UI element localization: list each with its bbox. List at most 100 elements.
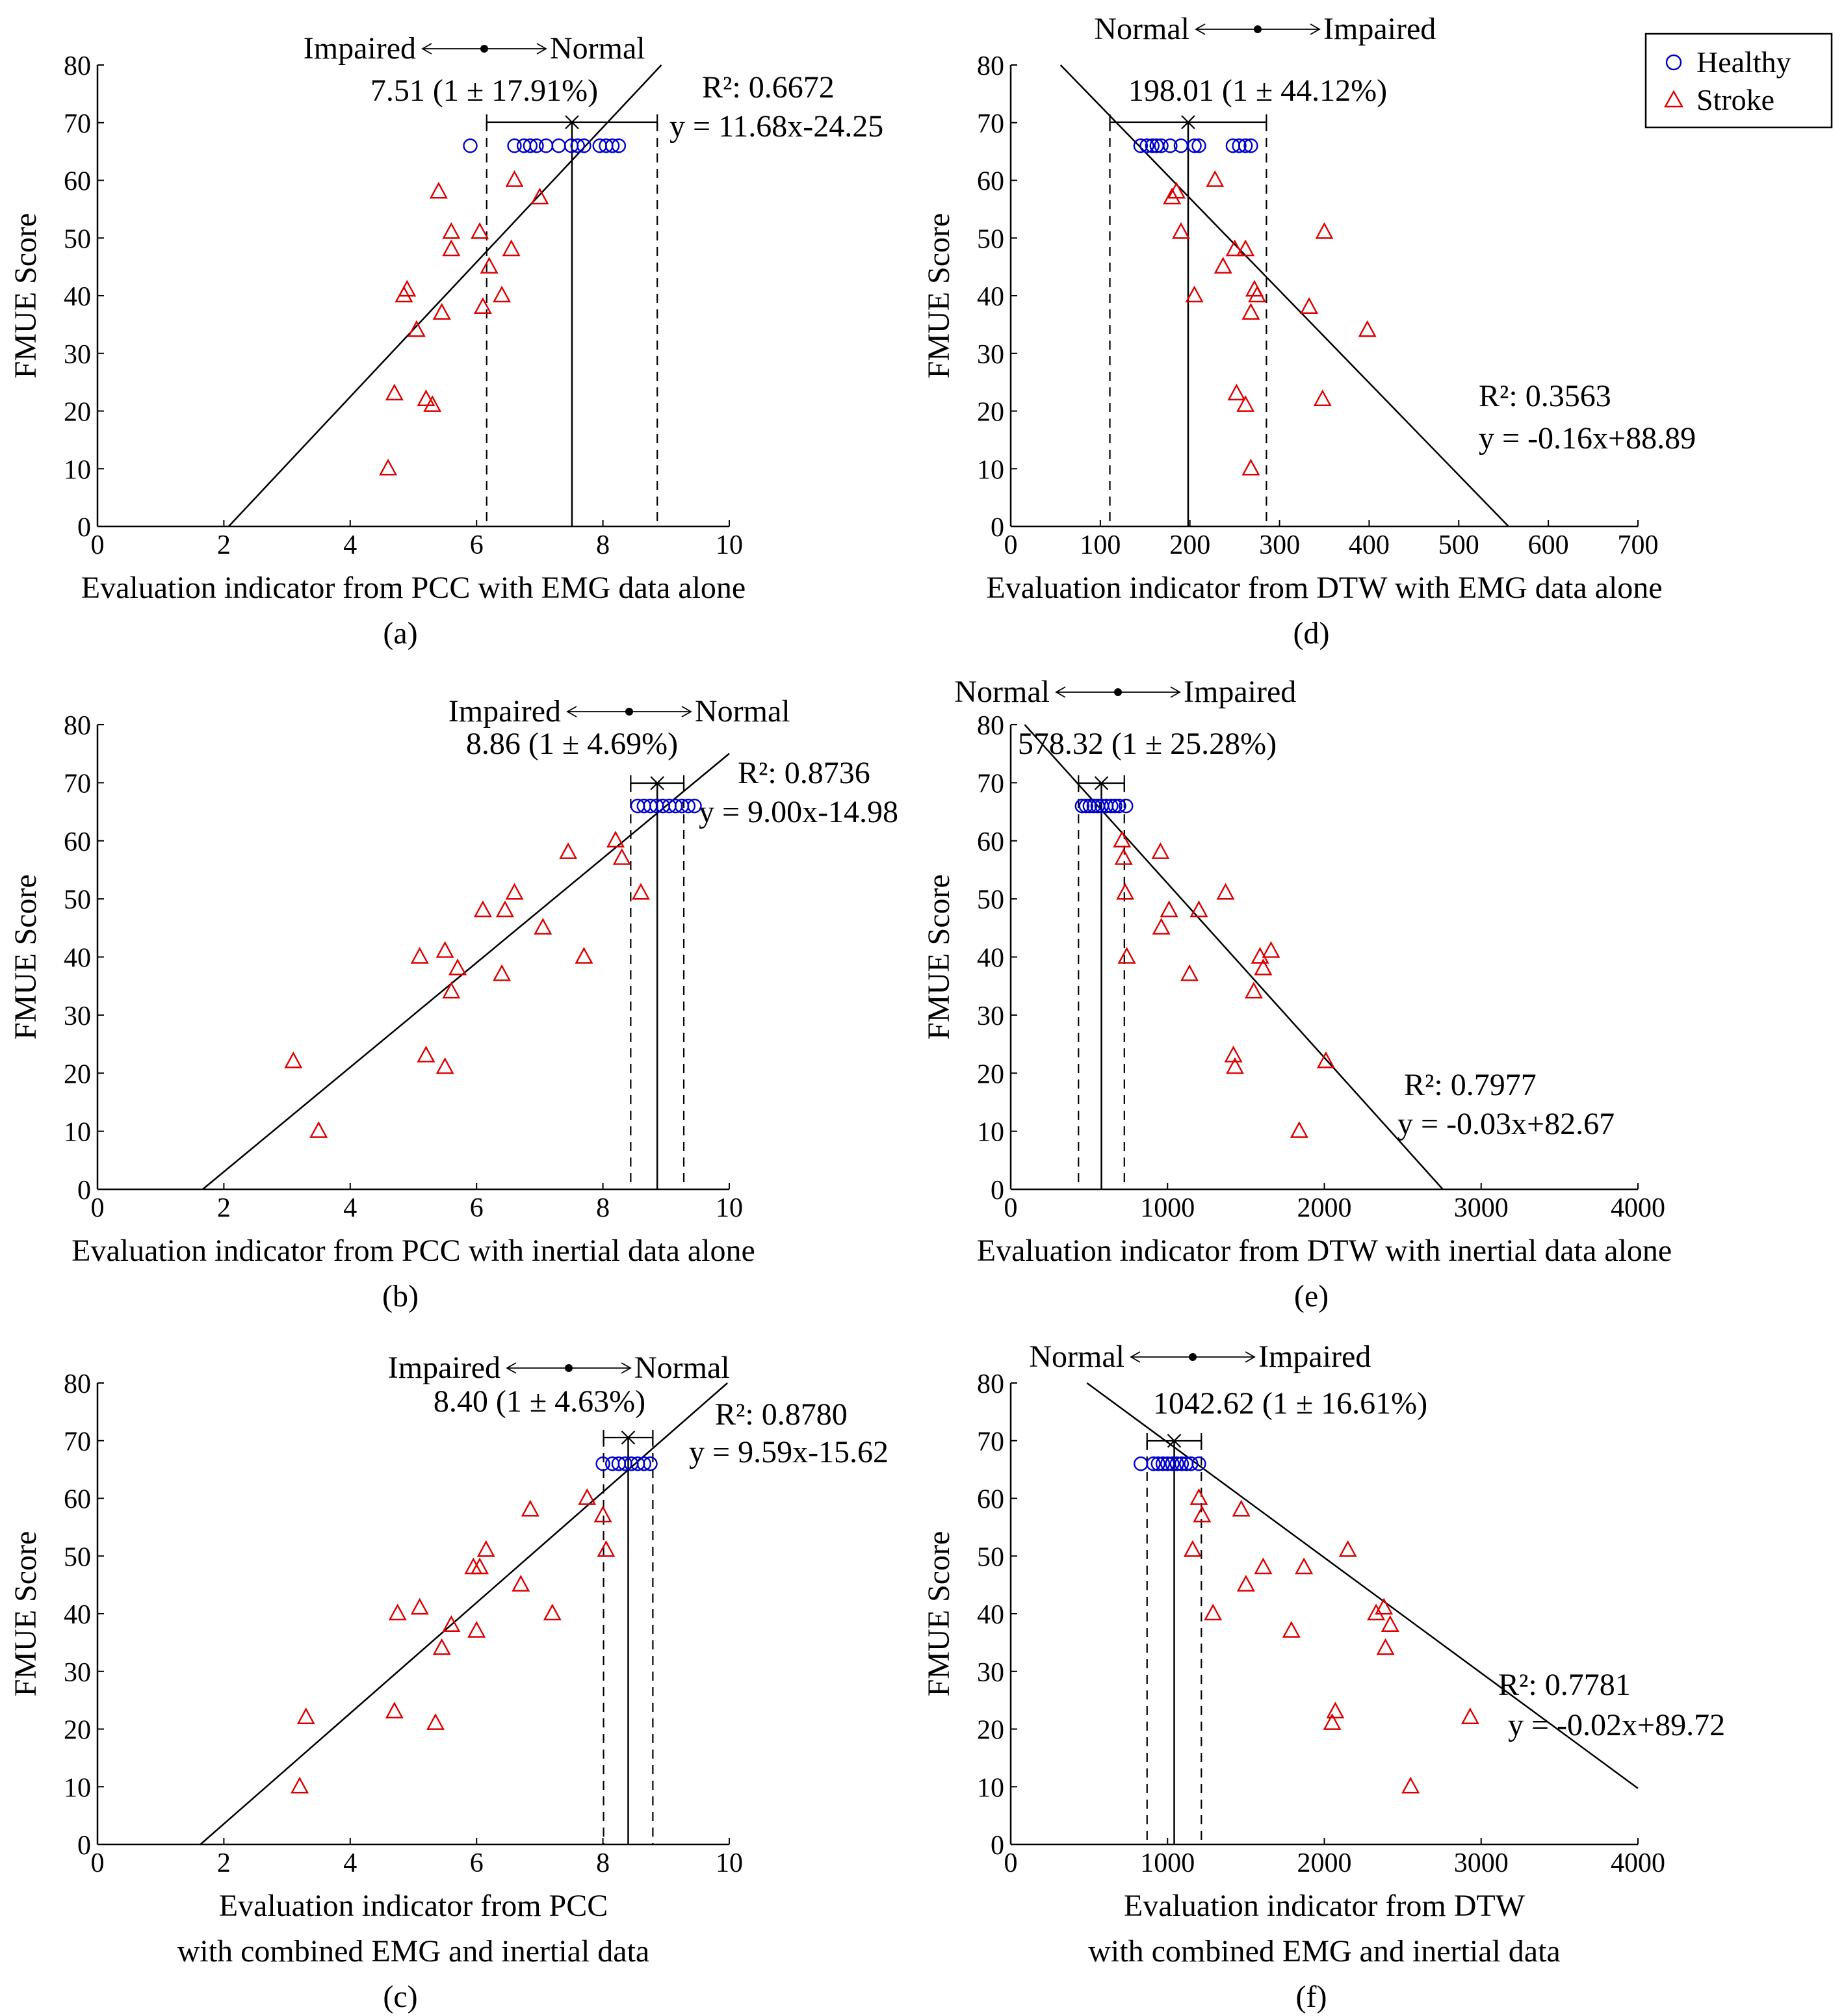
stroke-point (442, 239, 461, 257)
arrow-right-icon (1310, 23, 1321, 35)
stroke-point (1313, 389, 1332, 406)
healthy-point (570, 138, 585, 153)
x-axis-label: with combined EMG and inertial data (1088, 1934, 1560, 1969)
y-tick-label: 40 (64, 282, 91, 312)
stroke-point (530, 187, 549, 205)
arrow-left-icon (1195, 23, 1206, 35)
x-tick-label: 0 (1004, 1193, 1018, 1223)
arrow-left-icon (1055, 686, 1066, 698)
stroke-point (505, 883, 524, 900)
chart-panel-a: 0 10 20 30 40 50 60 70 80 0 2 4 6 8 10 FMUE Score Evalua… (8, 31, 883, 651)
stroke-point (1227, 383, 1246, 401)
stroke-point (1236, 1575, 1255, 1592)
healthy-point (1133, 138, 1149, 153)
direction-center-dot (480, 45, 488, 53)
y-tick-label: 0 (77, 1176, 91, 1206)
y-tick-label: 30 (64, 340, 91, 370)
chart-panel-c: 0 10 20 30 40 50 60 70 80 0 2 4 6 8 10 FMUE Score Evalua… (8, 1350, 889, 2014)
x-tick-label: 0 (1004, 530, 1018, 560)
arrow-left-icon (421, 43, 432, 55)
stroke-point (1316, 1051, 1335, 1068)
stroke-point (309, 1121, 328, 1138)
direction-left-label: Impaired (388, 1350, 500, 1385)
y-tick-label: 50 (977, 885, 1004, 915)
r-squared-label: R²: 0.7977 (1404, 1068, 1537, 1102)
stroke-point (1326, 1701, 1345, 1719)
y-tick-label: 50 (977, 224, 1004, 254)
y-tick-label: 20 (64, 1059, 91, 1089)
direction-center-dot (1189, 1353, 1197, 1361)
x-axis-label: Evaluation indicator from DTW with inert… (977, 1234, 1672, 1268)
stroke-point (1117, 946, 1136, 964)
threshold-label: 198.01 (1 ± 44.12%) (1128, 73, 1387, 108)
stroke-point (502, 239, 521, 257)
x-tick-label: 700 (1618, 530, 1659, 560)
stroke-point (575, 946, 593, 964)
regression-line (1086, 1382, 1639, 1789)
stroke-point (1171, 222, 1190, 239)
x-tick-label: 4 (343, 530, 357, 560)
stroke-point (473, 297, 492, 314)
arrow-left-icon (1130, 1351, 1141, 1363)
stroke-point (442, 1615, 461, 1632)
stroke-point (435, 1057, 454, 1074)
stroke-point (1232, 1499, 1251, 1517)
y-tick-label: 20 (977, 1059, 1004, 1089)
stroke-point (1163, 187, 1182, 205)
x-tick-label: 2000 (1297, 1848, 1352, 1878)
x-tick-label: 3000 (1454, 1193, 1509, 1223)
healthy-point (1155, 1456, 1171, 1471)
y-tick-label: 70 (64, 1427, 91, 1457)
x-axis-label: Evaluation indicator from PCC (219, 1889, 608, 1923)
healthy-point (1139, 138, 1154, 153)
healthy-point (1134, 1456, 1149, 1471)
x-tick-label: 200 (1169, 530, 1210, 560)
y-tick-label: 10 (977, 455, 1004, 485)
stroke-point (1167, 181, 1186, 199)
x-axis-label: Evaluation indicator from PCC with inert… (71, 1234, 755, 1268)
r-squared-label: R²: 0.8736 (738, 756, 870, 790)
stroke-point (417, 1045, 435, 1063)
direction-center-dot (1254, 25, 1262, 33)
x-tick-label: 0 (1004, 1848, 1018, 1878)
stroke-point (1295, 1557, 1314, 1575)
x-tick-label: 6 (470, 1848, 484, 1878)
stroke-point (1461, 1707, 1479, 1724)
x-tick-label: 4 (343, 1193, 357, 1223)
y-tick-label: 60 (64, 167, 91, 197)
y-tick-label: 10 (977, 1118, 1004, 1148)
healthy-point (611, 138, 627, 153)
x-tick-label: 0 (91, 1193, 105, 1223)
healthy-point (687, 798, 702, 814)
y-tick-label: 30 (64, 1658, 91, 1688)
y-tick-label: 0 (991, 513, 1004, 543)
stroke-point (471, 1557, 489, 1575)
threshold-error-bar (1078, 775, 1125, 791)
healthy-point (636, 1456, 651, 1471)
stroke-point (493, 285, 512, 303)
stroke-point (410, 946, 429, 964)
stroke-point (606, 831, 625, 847)
y-tick-label: 20 (64, 1716, 91, 1746)
regression-line (1059, 64, 1509, 527)
healthy-point (1154, 138, 1169, 153)
regression-line (200, 1382, 728, 1845)
stroke-point (1254, 1557, 1273, 1575)
direction-left-label: Normal (954, 675, 1050, 709)
mean-cross-mark (650, 776, 664, 790)
regression-equation-label: y = 9.59x-15.62 (689, 1435, 889, 1469)
x-tick-label: 0 (91, 1848, 105, 1878)
stroke-point (1338, 1540, 1357, 1557)
x-tick-label: 6 (470, 530, 484, 560)
stroke-point (1244, 981, 1263, 999)
y-tick-label: 60 (64, 827, 91, 857)
direction-indicator: Impaired Normal (304, 31, 645, 66)
stroke-point (1236, 239, 1255, 257)
y-axis-label: FMUE Score (922, 213, 956, 379)
healthy-point (538, 138, 554, 153)
healthy-point (1146, 1456, 1161, 1471)
panel-label: (c) (383, 1980, 417, 2014)
stroke-point (1254, 958, 1273, 976)
legend-stroke-label: Stroke (1696, 83, 1774, 116)
